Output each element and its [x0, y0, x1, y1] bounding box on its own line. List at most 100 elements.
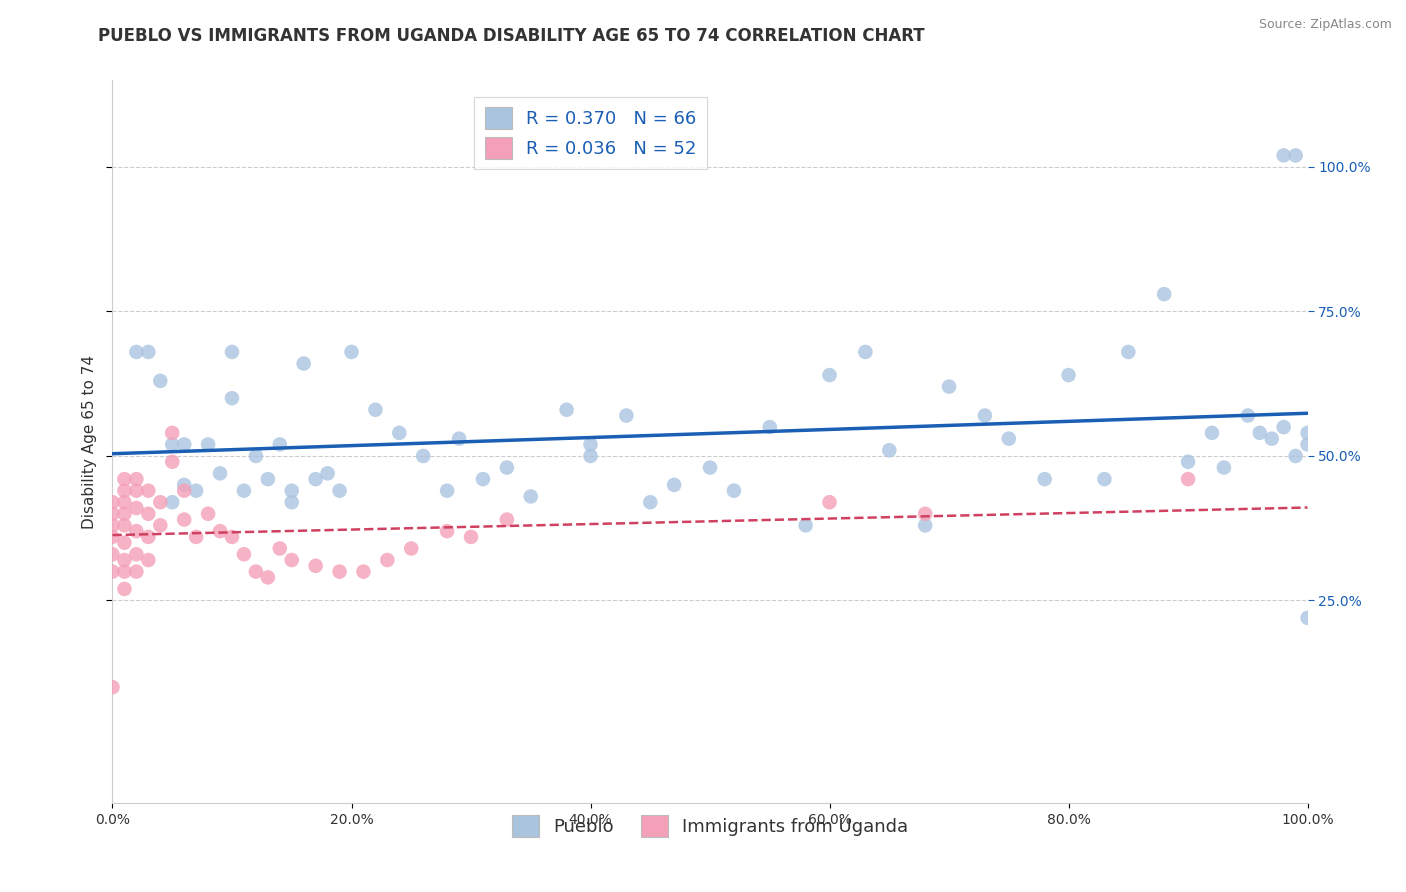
Point: [138, 483, 160, 498]
Point: [162, 437, 183, 451]
Point: [316, 467, 339, 481]
Point: [1296, 437, 1319, 451]
Point: [114, 565, 135, 579]
Point: [125, 524, 148, 538]
Point: [114, 495, 135, 509]
Point: [1118, 345, 1140, 359]
Point: [579, 449, 602, 463]
Point: [149, 374, 172, 388]
Point: [281, 483, 304, 498]
Point: [269, 437, 291, 451]
Point: [329, 483, 352, 498]
Point: [1249, 425, 1271, 440]
Point: [855, 345, 877, 359]
Point: [974, 409, 997, 423]
Point: [125, 472, 148, 486]
Point: [914, 507, 936, 521]
Point: [305, 558, 328, 573]
Point: [340, 345, 363, 359]
Point: [364, 402, 387, 417]
Point: [1237, 409, 1260, 423]
Point: [101, 680, 124, 694]
Point: [114, 472, 135, 486]
Point: [1177, 455, 1199, 469]
Point: [173, 483, 195, 498]
Point: [938, 379, 960, 393]
Point: [101, 547, 124, 561]
Point: [101, 565, 124, 579]
Point: [114, 535, 135, 549]
Point: [114, 518, 135, 533]
Point: [352, 565, 374, 579]
Point: [233, 547, 256, 561]
Point: [186, 483, 208, 498]
Point: [1153, 287, 1175, 301]
Point: [221, 391, 243, 405]
Point: [664, 478, 686, 492]
Point: [1285, 148, 1308, 162]
Point: [579, 437, 602, 451]
Point: [138, 507, 160, 521]
Point: [233, 483, 256, 498]
Point: [138, 553, 160, 567]
Point: [197, 507, 219, 521]
Point: [101, 530, 124, 544]
Point: [794, 518, 817, 533]
Point: [472, 472, 495, 486]
Point: [496, 512, 519, 526]
Point: [162, 425, 183, 440]
Point: [125, 565, 148, 579]
Point: [1213, 460, 1236, 475]
Point: [388, 425, 411, 440]
Point: [209, 467, 232, 481]
Point: [555, 402, 578, 417]
Point: [114, 553, 135, 567]
Point: [377, 553, 399, 567]
Point: [818, 368, 841, 382]
Point: [221, 530, 243, 544]
Point: [114, 507, 135, 521]
Point: [197, 437, 219, 451]
Point: [1033, 472, 1056, 486]
Point: [818, 495, 841, 509]
Point: [447, 432, 470, 446]
Point: [723, 483, 745, 498]
Point: [1296, 425, 1319, 440]
Point: [101, 507, 124, 521]
Y-axis label: Disability Age 65 to 74: Disability Age 65 to 74: [82, 354, 97, 529]
Point: [1094, 472, 1116, 486]
Point: [329, 565, 352, 579]
Point: [520, 490, 543, 504]
Point: [914, 518, 936, 533]
Point: [305, 472, 328, 486]
Point: [436, 524, 458, 538]
Point: [138, 345, 160, 359]
Point: [699, 460, 721, 475]
Point: [125, 501, 148, 516]
Point: [1261, 432, 1284, 446]
Point: [138, 530, 160, 544]
Text: Source: ZipAtlas.com: Source: ZipAtlas.com: [1258, 18, 1392, 31]
Point: [162, 495, 183, 509]
Point: [436, 483, 458, 498]
Point: [173, 437, 195, 451]
Text: PUEBLO VS IMMIGRANTS FROM UGANDA DISABILITY AGE 65 TO 74 CORRELATION CHART: PUEBLO VS IMMIGRANTS FROM UGANDA DISABIL…: [98, 27, 925, 45]
Point: [221, 345, 243, 359]
Point: [281, 553, 304, 567]
Point: [186, 530, 208, 544]
Point: [759, 420, 782, 434]
Point: [149, 518, 172, 533]
Point: [269, 541, 291, 556]
Point: [281, 495, 304, 509]
Point: [101, 518, 124, 533]
Point: [1272, 148, 1295, 162]
Point: [101, 495, 124, 509]
Point: [245, 565, 267, 579]
Point: [1201, 425, 1223, 440]
Point: [209, 524, 232, 538]
Point: [173, 512, 195, 526]
Point: [1285, 449, 1308, 463]
Point: [496, 460, 519, 475]
Point: [125, 547, 148, 561]
Point: [998, 432, 1021, 446]
